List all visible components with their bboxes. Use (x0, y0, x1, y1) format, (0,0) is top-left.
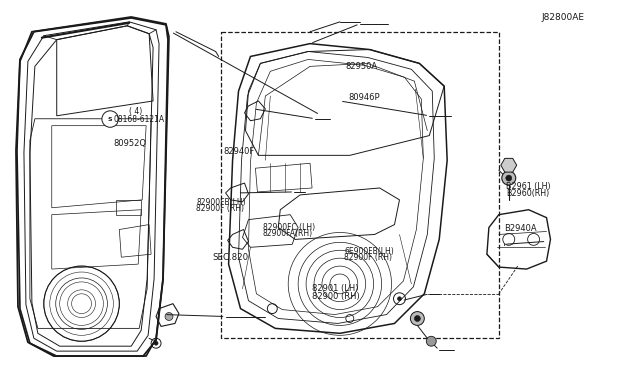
Bar (221, 32, 499, 338)
Text: 82901 (LH): 82901 (LH) (312, 285, 359, 294)
Text: 82900FA(RH): 82900FA(RH) (263, 229, 313, 238)
Text: 82940F: 82940F (223, 147, 255, 155)
Text: S: S (108, 116, 113, 122)
Text: J82800AE: J82800AE (541, 13, 584, 22)
Text: B2940A: B2940A (504, 224, 537, 233)
Circle shape (426, 336, 436, 346)
Text: 82900F (RH): 82900F (RH) (196, 204, 244, 213)
Text: 82900F (RH): 82900F (RH) (344, 253, 392, 262)
Text: 82950A: 82950A (346, 62, 378, 71)
Text: 6E900FB(LH): 6E900FB(LH) (344, 247, 394, 256)
Circle shape (502, 171, 516, 185)
Text: B2961 (LH): B2961 (LH) (506, 182, 551, 190)
Text: SEC.820: SEC.820 (212, 253, 248, 262)
Polygon shape (501, 158, 516, 172)
Circle shape (165, 312, 173, 320)
Text: 80952Q: 80952Q (113, 139, 147, 148)
Circle shape (414, 315, 420, 321)
Circle shape (506, 175, 512, 181)
Text: 08168-6121A: 08168-6121A (114, 115, 165, 124)
Text: 82900FC (LH): 82900FC (LH) (263, 223, 315, 232)
Circle shape (397, 297, 401, 301)
Circle shape (102, 111, 118, 127)
Text: ( 4): ( 4) (129, 107, 143, 116)
Circle shape (154, 341, 158, 345)
Circle shape (410, 312, 424, 326)
Text: 82900 (RH): 82900 (RH) (312, 292, 360, 301)
Text: 80946P: 80946P (349, 93, 380, 102)
Text: B2960(RH): B2960(RH) (506, 189, 550, 198)
Text: 82900FB(LH): 82900FB(LH) (196, 198, 246, 207)
